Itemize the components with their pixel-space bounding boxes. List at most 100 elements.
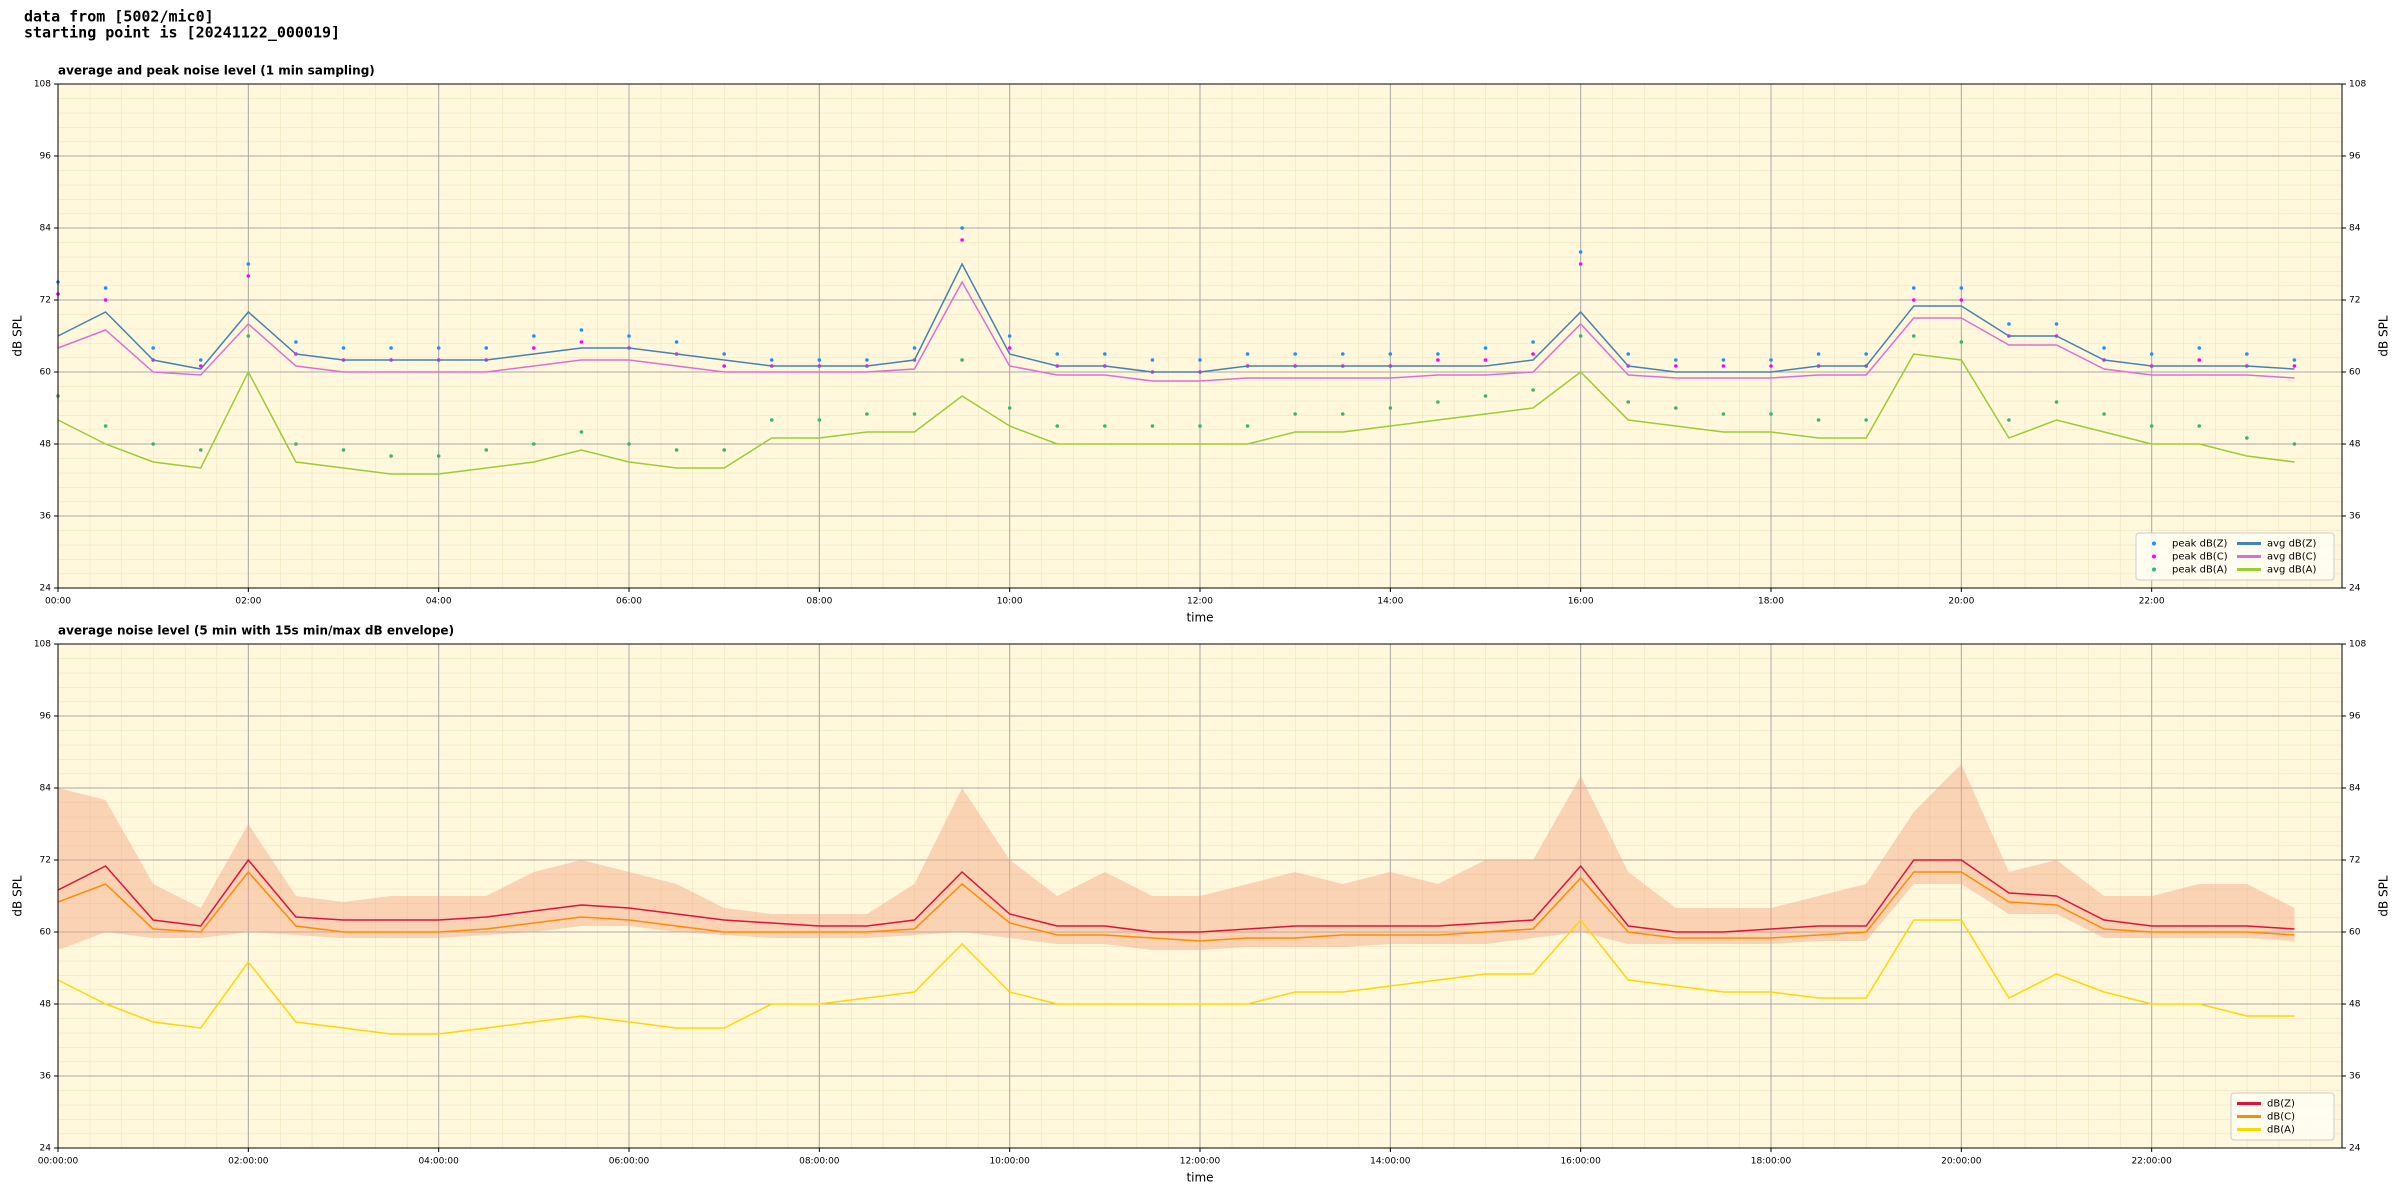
y-tick-label: 84 — [40, 784, 52, 794]
x-tick-label: 08:00 — [806, 597, 832, 607]
x-tick-label: 00:00:00 — [38, 1157, 79, 1167]
peak-point — [1674, 358, 1678, 362]
y-tick-label-right: 84 — [2349, 784, 2361, 794]
x-tick-label: 12:00 — [1187, 597, 1213, 607]
y-tick-label: 60 — [40, 928, 52, 938]
peak-point — [1626, 400, 1631, 404]
header-start: starting point is [20241122_000019] — [24, 24, 340, 42]
legend-label: peak dB(C) — [2172, 552, 2228, 563]
y-tick-label: 108 — [34, 640, 51, 650]
peak-point — [2149, 352, 2154, 356]
peak-point — [817, 418, 822, 422]
peak-point — [627, 442, 631, 446]
legend-label: dB(Z) — [2267, 1099, 2295, 1110]
y-tick-label-right: 108 — [2349, 640, 2366, 650]
peak-point — [151, 346, 155, 350]
peak-point — [1769, 358, 1773, 362]
x-tick-label: 08:00:00 — [799, 1157, 840, 1167]
peak-point — [2292, 364, 2297, 368]
legend-label: dB(A) — [2267, 1125, 2295, 1136]
y-tick-label: 48 — [40, 440, 52, 450]
y-tick-label: 36 — [40, 512, 52, 522]
y-tick-label: 96 — [40, 152, 52, 162]
peak-point — [436, 346, 441, 350]
peak-point — [1103, 424, 1107, 428]
y-tick-label: 36 — [40, 1072, 52, 1082]
peak-point — [484, 448, 489, 452]
peak-point — [1483, 394, 1488, 398]
peak-point — [1150, 424, 1155, 428]
legend-label: dB(C) — [2267, 1112, 2295, 1123]
peak-point — [1578, 250, 1583, 254]
legend-box — [2135, 532, 2335, 581]
peak-point — [1769, 412, 1773, 416]
x-tick-label: 18:00 — [1758, 597, 1784, 607]
peak-point — [1769, 364, 1773, 368]
y-tick-label-right: 36 — [2349, 1072, 2361, 1082]
panel-title: average and peak noise level (1 min samp… — [58, 64, 375, 78]
y-tick-label-right: 84 — [2349, 224, 2361, 234]
peak-point — [1578, 262, 1583, 266]
y-tick-label: 24 — [40, 1144, 52, 1154]
peak-point — [722, 448, 726, 452]
y-tick-label-right: 60 — [2349, 368, 2361, 378]
peak-point — [1911, 298, 1916, 302]
peak-point — [1436, 400, 1440, 404]
peak-point — [1531, 352, 1535, 356]
peak-point — [1483, 358, 1488, 362]
x-tick-label: 04:00:00 — [418, 1157, 459, 1167]
peak-point — [1721, 364, 1726, 368]
y-tick-label-right: 72 — [2349, 296, 2360, 306]
x-tick-label: 06:00:00 — [609, 1157, 650, 1167]
peak-point — [1245, 424, 1250, 428]
peak-point — [2054, 400, 2059, 404]
plot-frame — [57, 83, 2343, 589]
peak-point — [1531, 388, 1535, 392]
peak-point — [2007, 322, 2011, 326]
peak-point — [1531, 340, 1535, 344]
peak-point — [2292, 442, 2297, 446]
x-tick-label: 16:00:00 — [1560, 1157, 1601, 1167]
peak-point — [1198, 358, 1202, 362]
peak-point — [389, 454, 393, 458]
peak-point — [1483, 346, 1488, 350]
x-tick-label: 22:00:00 — [2131, 1157, 2172, 1167]
peak-point — [2245, 352, 2249, 356]
peak-point — [1816, 352, 1821, 356]
y-tick-label-right: 24 — [2349, 584, 2361, 594]
x-tick-label: 20:00 — [1948, 597, 1974, 607]
y-tick-label: 84 — [40, 224, 52, 234]
peak-point — [1150, 358, 1155, 362]
peak-point — [484, 346, 489, 350]
y-tick-label: 72 — [40, 296, 51, 306]
y-tick-label: 96 — [40, 712, 52, 722]
x-tick-label: 14:00 — [1377, 597, 1403, 607]
series-line — [57, 858, 2295, 933]
x-tick-label: 02:00 — [235, 597, 261, 607]
peak-point — [1959, 298, 1964, 302]
peak-point — [2197, 346, 2202, 350]
peak-point — [2054, 322, 2059, 326]
y-tick-label-right: 96 — [2349, 152, 2361, 162]
peak-point — [1388, 406, 1393, 410]
peak-point — [1721, 412, 1726, 416]
peak-point — [865, 358, 869, 362]
legend-label: avg dB(Z) — [2267, 539, 2317, 550]
peak-point — [1911, 334, 1916, 338]
peak-point — [1626, 352, 1631, 356]
peak-point — [1055, 424, 1060, 428]
y-tick-label-right: 108 — [2349, 80, 2366, 90]
series-line — [57, 262, 2295, 373]
y-tick-label-right: 72 — [2349, 856, 2360, 866]
x-tick-label: 20:00:00 — [1941, 1157, 1982, 1167]
x-tick-label: 16:00 — [1568, 597, 1594, 607]
x-tick-label: 14:00:00 — [1370, 1157, 1411, 1167]
peak-point — [1959, 286, 1964, 290]
peak-point — [579, 340, 584, 344]
y-tick-label: 72 — [40, 856, 51, 866]
y-tick-label: 108 — [34, 80, 51, 90]
peak-point — [2149, 424, 2154, 428]
legend-label: avg dB(C) — [2267, 552, 2317, 563]
peak-point — [960, 226, 964, 230]
